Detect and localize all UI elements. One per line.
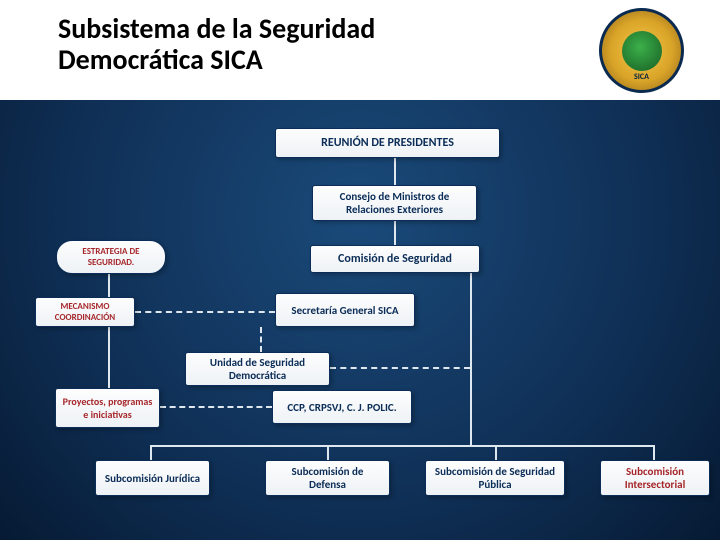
slide: Subsistema de la Seguridad Democrática S… bbox=[0, 0, 720, 540]
sica-logo: SICA bbox=[599, 8, 684, 93]
connector-dashed bbox=[160, 406, 272, 408]
node-unidad: Unidad de Seguridad Democrática bbox=[185, 352, 330, 386]
node-comision: Comisión de Seguridad bbox=[310, 245, 480, 273]
node-sub_seg: Subcomisión de Seguridad Pública bbox=[425, 460, 565, 496]
node-consejo: Consejo de Ministros de Relaciones Exter… bbox=[312, 185, 477, 221]
node-sub_def: Subcomisión de Defensa bbox=[265, 460, 390, 496]
node-sub_jur: Subcomisión Jurídica bbox=[95, 460, 210, 496]
connector bbox=[108, 274, 110, 388]
page-title: Subsistema de la Seguridad Democrática S… bbox=[58, 14, 488, 76]
node-reunion: REUNIÓN DE PRESIDENTES bbox=[275, 128, 500, 158]
connector bbox=[495, 445, 497, 460]
node-sub_int: Subcomisión Intersectorial bbox=[600, 460, 710, 496]
connector bbox=[470, 273, 472, 445]
connector bbox=[394, 221, 396, 245]
node-estrategia: ESTRATEGIA DE SEGURIDAD. bbox=[56, 240, 166, 274]
logo-label: SICA bbox=[602, 72, 681, 82]
node-mecanismo: MECANISMO COORDINACIÓN bbox=[35, 297, 135, 327]
node-secretaria: Secretaría General SICA bbox=[275, 293, 415, 327]
node-proyectos: Proyectos, programas e iniciativas bbox=[55, 388, 160, 428]
connector bbox=[327, 445, 329, 460]
node-ccp: CCP, CRPSVJ, C. J. POLIC. bbox=[272, 390, 412, 424]
connector bbox=[150, 445, 152, 460]
connector bbox=[653, 445, 655, 460]
connector bbox=[394, 158, 396, 185]
connector-dashed bbox=[330, 367, 470, 369]
connector-dashed bbox=[135, 311, 275, 313]
connector-dashed bbox=[260, 327, 262, 352]
connector bbox=[150, 445, 655, 447]
globe-icon bbox=[622, 31, 662, 71]
